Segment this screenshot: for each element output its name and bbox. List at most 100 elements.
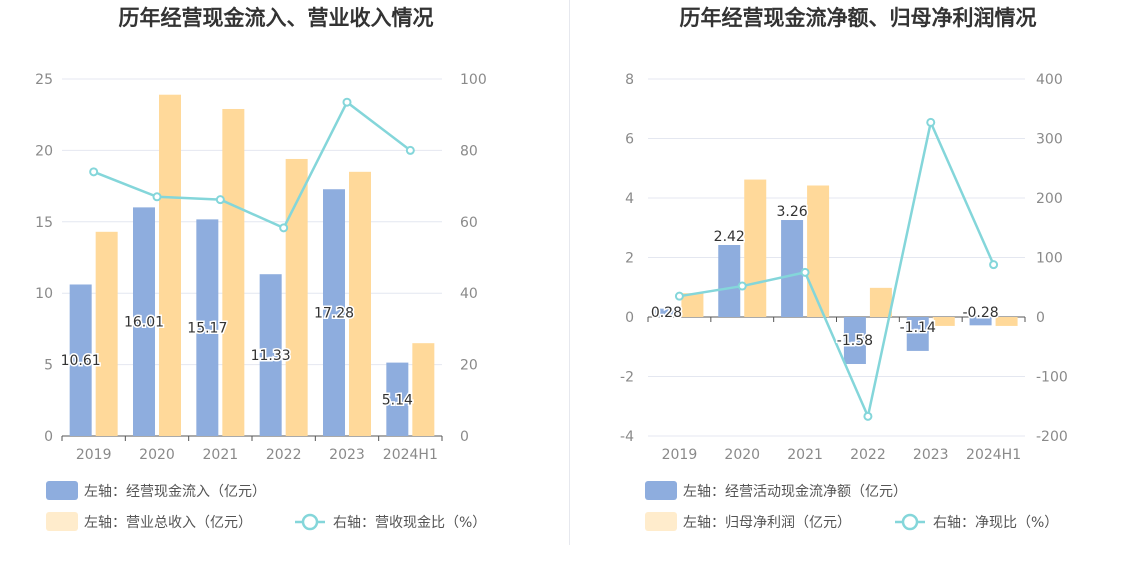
right-axis-tick: 40 bbox=[460, 286, 478, 302]
line-point bbox=[737, 281, 747, 291]
bar-series-1 bbox=[969, 317, 992, 326]
bar-series-1 bbox=[655, 308, 678, 317]
legend-marker bbox=[901, 513, 919, 531]
chart-panel-cashflow-inflow: 历年经营现金流入、营业收入情况 0 5 10 15 20 25 0 20 40 60 80 100 201… bbox=[0, 0, 568, 582]
bar-series-2 bbox=[807, 185, 830, 317]
legend-marker bbox=[301, 513, 319, 531]
right-axis-tick: -100 bbox=[1036, 370, 1068, 386]
line-point bbox=[926, 117, 936, 127]
right-axis-tick: 200 bbox=[1036, 191, 1063, 207]
left-axis-tick: -2 bbox=[620, 370, 634, 386]
legend-swatch bbox=[46, 512, 78, 531]
line-point bbox=[152, 192, 162, 202]
left-axis-tick: -4 bbox=[620, 429, 634, 445]
line-point bbox=[279, 223, 289, 233]
left-axis-tick: 10 bbox=[35, 286, 53, 302]
data-label: -1.58 bbox=[837, 333, 873, 349]
chart-net-cashflow-profit: 历年经营现金流净额、归母净利润情况 -4 -2 0 2 4 6 8 -200 -100 0 100 20… bbox=[620, 6, 1068, 531]
legend-label: 右轴：净现比（%） bbox=[933, 515, 1058, 531]
line-series bbox=[93, 100, 412, 230]
left-axis-tick: 5 bbox=[44, 358, 53, 374]
data-label: 3.26 bbox=[776, 204, 807, 220]
bar-series-2 bbox=[869, 287, 892, 317]
data-label: -1.14 bbox=[900, 320, 936, 336]
x-axis-label: 2022 bbox=[850, 447, 886, 463]
line-point bbox=[674, 291, 684, 301]
x-axis-label: 2020 bbox=[724, 447, 760, 463]
data-label: 10.61 bbox=[61, 353, 101, 369]
panel-divider bbox=[569, 0, 570, 545]
right-axis-tick: -200 bbox=[1036, 429, 1068, 445]
x-axis-label: 2024H1 bbox=[966, 447, 1021, 463]
left-axis-tick: 25 bbox=[35, 72, 53, 88]
line-point bbox=[89, 167, 99, 177]
left-axis-tick: 6 bbox=[625, 132, 634, 148]
left-axis-tick: 20 bbox=[35, 143, 53, 159]
left-axis-tick: 8 bbox=[625, 72, 634, 88]
legend-label: 左轴：经营现金流入（亿元） bbox=[84, 484, 266, 500]
chart-title: 历年经营现金流入、营业收入情况 bbox=[119, 6, 434, 30]
chart-panel-net-cashflow: 历年经营现金流净额、归母净利润情况 -4 -2 0 2 4 6 8 -200 -100 0 100 20… bbox=[570, 0, 1134, 582]
bar-series-2 bbox=[349, 171, 371, 436]
legend-label: 左轴：营业总收入（亿元） bbox=[84, 515, 252, 531]
left-axis-tick: 2 bbox=[625, 251, 634, 267]
left-axis-tick: 15 bbox=[35, 215, 53, 231]
data-label: 5.14 bbox=[382, 392, 413, 408]
right-axis-tick: 100 bbox=[460, 72, 487, 88]
line-point bbox=[863, 411, 873, 421]
legend-swatch bbox=[46, 481, 78, 500]
bar-series-1 bbox=[323, 189, 345, 436]
line-series bbox=[679, 118, 995, 421]
right-axis-tick: 400 bbox=[1036, 72, 1063, 88]
bar-series-2 bbox=[744, 179, 767, 317]
bar-series-1 bbox=[259, 274, 282, 436]
x-axis-label: 2023 bbox=[913, 447, 949, 463]
bar-series-2 bbox=[681, 293, 704, 317]
data-label: -0.28 bbox=[962, 305, 998, 321]
bar-series-2 bbox=[412, 343, 435, 436]
right-axis-tick: 0 bbox=[460, 429, 469, 445]
data-label: 15.17 bbox=[187, 321, 227, 337]
x-axis-label: 2020 bbox=[139, 447, 175, 463]
x-axis-label: 2021 bbox=[787, 447, 823, 463]
bar-series-1 bbox=[718, 245, 741, 317]
right-axis-tick: 100 bbox=[1036, 251, 1063, 267]
data-label: 17.28 bbox=[314, 306, 354, 322]
line-point bbox=[405, 145, 415, 155]
right-axis-tick: 0 bbox=[1036, 310, 1045, 326]
legend-swatch bbox=[645, 512, 677, 531]
legend-label: 左轴：归母净利润（亿元） bbox=[683, 514, 851, 531]
bar-series-2 bbox=[995, 317, 1018, 326]
x-axis-label: 2021 bbox=[203, 447, 239, 463]
left-axis-tick: 4 bbox=[625, 191, 634, 207]
bar-series-1 bbox=[196, 219, 219, 436]
left-axis-tick: 0 bbox=[44, 429, 53, 445]
right-axis-tick: 80 bbox=[460, 143, 478, 159]
legend-label: 左轴：经营活动现金流净额（亿元） bbox=[683, 484, 907, 500]
bar-series-2 bbox=[159, 94, 181, 436]
bar-series-2 bbox=[222, 108, 245, 436]
chart-cashflow-inflow-revenue: 历年经营现金流入、营业收入情况 0 5 10 15 20 25 0 20 40 60 80 100 201… bbox=[35, 6, 487, 531]
line-point bbox=[215, 195, 225, 205]
legend-label: 右轴：营收现金比（%） bbox=[333, 515, 486, 531]
x-axis-label: 2024H1 bbox=[383, 447, 438, 463]
x-axis-label: 2019 bbox=[76, 447, 112, 463]
chart-title: 历年经营现金流净额、归母净利润情况 bbox=[680, 6, 1037, 30]
line-point bbox=[342, 97, 352, 107]
bar-series-2 bbox=[95, 231, 118, 436]
legend-swatch bbox=[645, 481, 677, 500]
right-axis-tick: 60 bbox=[460, 215, 478, 231]
left-axis-tick: 0 bbox=[625, 310, 634, 326]
data-label: 2.42 bbox=[714, 229, 745, 245]
data-label: 16.01 bbox=[124, 315, 164, 331]
data-label: 11.33 bbox=[251, 348, 291, 364]
bar-series-1 bbox=[386, 362, 409, 436]
right-axis-tick: 300 bbox=[1036, 132, 1063, 148]
bar-series-1 bbox=[843, 317, 866, 365]
bar-series-1 bbox=[69, 284, 92, 436]
line-point bbox=[989, 260, 999, 270]
x-axis-label: 2023 bbox=[329, 447, 365, 463]
bar-series-2 bbox=[285, 158, 308, 436]
bar-series-1 bbox=[906, 317, 929, 351]
x-axis-label: 2022 bbox=[266, 447, 302, 463]
